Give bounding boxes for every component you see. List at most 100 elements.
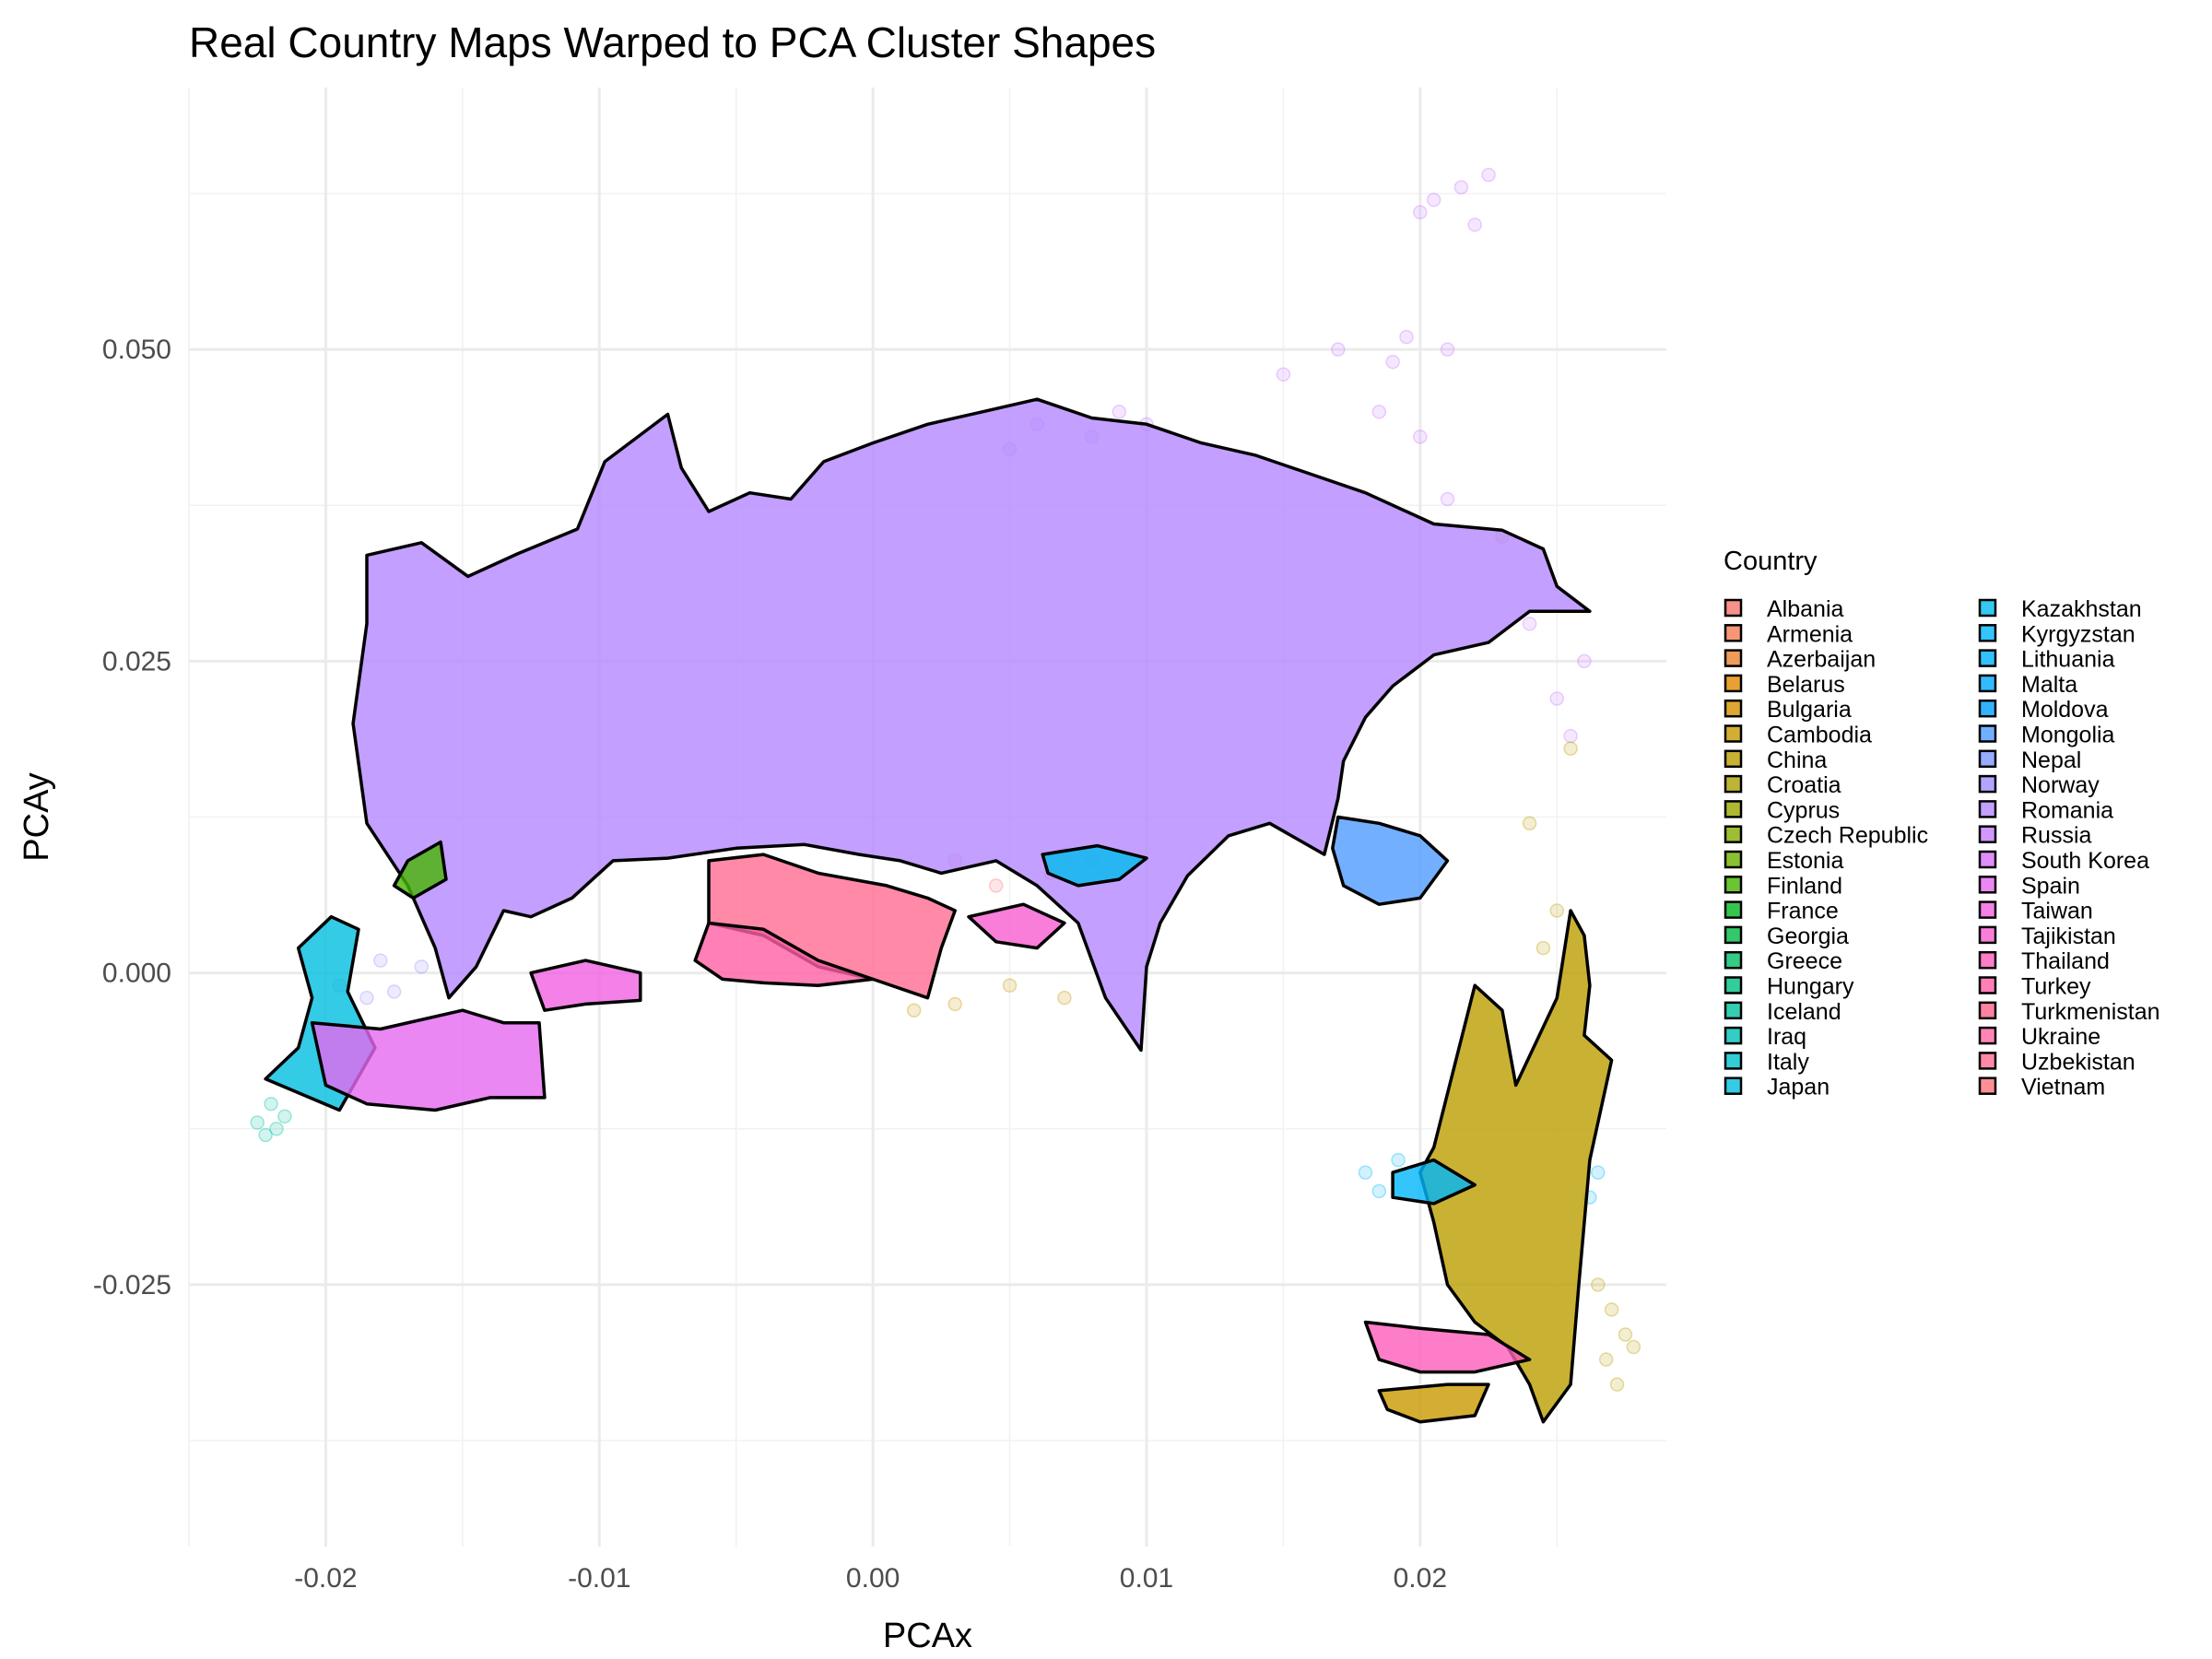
legend-item: Cambodia xyxy=(1724,723,1872,748)
x-tick-label: 0.00 xyxy=(846,1563,900,1594)
legend-item: Armenia xyxy=(1724,621,1853,647)
legend-swatch xyxy=(1724,976,1743,994)
scatter-point xyxy=(359,990,374,1006)
legend-swatch xyxy=(1724,624,1743,642)
legend-swatch xyxy=(1724,724,1743,743)
x-axis-title: PCAx xyxy=(883,1617,972,1655)
y-axis-ticks: -0.025 0.000 0.025 0.050 xyxy=(93,335,171,1300)
country-shape-finland xyxy=(392,840,448,900)
scatter-point xyxy=(1549,691,1565,706)
scatter-point xyxy=(1371,405,1387,419)
scatter-point xyxy=(277,1109,292,1124)
legend-swatch xyxy=(1724,925,1743,945)
legend-swatch xyxy=(1724,1077,1743,1095)
scatter-point xyxy=(1563,741,1578,756)
legend-item: Iceland xyxy=(1724,999,1841,1025)
legend-label: France xyxy=(1767,899,1839,924)
legend-label: Nepal xyxy=(2021,747,2081,773)
scatter-point xyxy=(1399,329,1414,345)
legend-label: Vietnam xyxy=(2021,1075,2105,1100)
scatter-point xyxy=(1002,978,1018,993)
scatter-point xyxy=(264,1096,278,1112)
chart-title: Real Country Maps Warped to PCA Cluster … xyxy=(189,18,1156,66)
country-shape-cambodia xyxy=(1377,1382,1490,1424)
scatter-point xyxy=(1522,617,1537,631)
legend-swatch xyxy=(1978,598,1997,618)
legend-item: Kyrgyzstan xyxy=(1978,621,2136,647)
legend-swatch xyxy=(1978,976,1997,994)
legend-label: China xyxy=(1767,747,1827,773)
legend-item: Turkmenistan xyxy=(1978,999,2160,1025)
legend-label: Iraq xyxy=(1767,1024,1806,1050)
legend-label: Kyrgyzstan xyxy=(2021,621,2136,647)
scatter-point xyxy=(1426,193,1441,207)
y-tick-label: 0.050 xyxy=(102,335,171,365)
legend: Country AlbaniaArmeniaAzerbaijanBelarusB… xyxy=(1724,547,2160,1100)
legend-label: Romania xyxy=(2021,797,2113,823)
country-shape-taiwan xyxy=(529,959,642,1012)
legend-swatch xyxy=(1724,876,1743,894)
scatter-point xyxy=(1371,1183,1387,1199)
legend-swatch xyxy=(1724,649,1743,667)
legend-label: Finland xyxy=(1767,873,1842,899)
legend-label: South Korea xyxy=(2021,848,2149,874)
legend-swatch xyxy=(1978,624,1997,642)
legend-title: Country xyxy=(1724,547,1818,576)
legend-items: AlbaniaArmeniaAzerbaijanBelarusBulgariaC… xyxy=(1724,596,2160,1100)
legend-swatch xyxy=(1978,1052,1997,1070)
legend-swatch xyxy=(1724,749,1743,769)
country-shape-spain xyxy=(310,1008,547,1112)
country-shape-russia xyxy=(351,397,1592,1053)
scatter-point xyxy=(414,959,429,974)
x-tick-label: -0.02 xyxy=(294,1563,357,1594)
legend-label: Belarus xyxy=(1767,672,1845,698)
scatter-point xyxy=(906,1003,922,1018)
legend-label: Japan xyxy=(1767,1075,1830,1100)
legend-swatch xyxy=(1978,649,1997,667)
x-tick-label: 0.02 xyxy=(1394,1563,1447,1594)
scatter-point xyxy=(1331,342,1346,357)
legend-label: Russia xyxy=(2021,823,2092,849)
country-shape-kyrgyzstan xyxy=(1391,1158,1477,1206)
legend-label: Estonia xyxy=(1767,848,1843,874)
legend-label: Turkmenistan xyxy=(2021,999,2160,1025)
legend-item: Italy xyxy=(1724,1049,1809,1075)
legend-swatch xyxy=(1978,1026,1997,1045)
legend-label: Azerbaijan xyxy=(1767,647,1876,673)
y-tick-label: -0.025 xyxy=(93,1270,171,1300)
legend-item: Taiwan xyxy=(1978,899,2093,924)
legend-item: Albania xyxy=(1724,596,1843,622)
legend-label: Malta xyxy=(2021,672,2077,698)
legend-item: Moldova xyxy=(1978,697,2109,723)
scatter-point xyxy=(1577,653,1592,669)
country-shape-tajikistan xyxy=(967,902,1066,950)
legend-label: Hungary xyxy=(1767,974,1854,1000)
legend-item: Tajikistan xyxy=(1978,924,2116,949)
country-shape-turkey xyxy=(693,921,875,987)
scatter-point xyxy=(258,1127,273,1143)
legend-label: Albania xyxy=(1767,596,1843,622)
legend-item: Vietnam xyxy=(1978,1075,2105,1100)
legend-swatch xyxy=(1978,699,1997,718)
legend-item: Finland xyxy=(1724,873,1842,899)
y-tick-label: 0.000 xyxy=(102,959,171,989)
legend-swatch xyxy=(1724,800,1743,818)
legend-swatch xyxy=(1724,674,1743,693)
legend-swatch xyxy=(1978,1077,1997,1095)
scatter-point xyxy=(1391,1152,1406,1168)
legend-swatch xyxy=(1724,774,1743,794)
legend-label: Norway xyxy=(2021,772,2100,798)
legend-item: Bulgaria xyxy=(1724,697,1852,723)
legend-label: Tajikistan xyxy=(2021,924,2116,949)
legend-item: Romania xyxy=(1978,797,2113,823)
legend-item: France xyxy=(1724,899,1839,924)
scatter-point xyxy=(1549,903,1565,918)
legend-label: Spain xyxy=(2021,873,2080,899)
legend-item: China xyxy=(1724,747,1827,773)
legend-swatch xyxy=(1978,825,1997,843)
scatter-point xyxy=(1112,405,1127,419)
legend-label: Lithuania xyxy=(2021,647,2115,673)
legend-item: Georgia xyxy=(1724,924,1849,949)
scatter-point xyxy=(1598,1352,1614,1367)
legend-item: Spain xyxy=(1978,873,2080,899)
